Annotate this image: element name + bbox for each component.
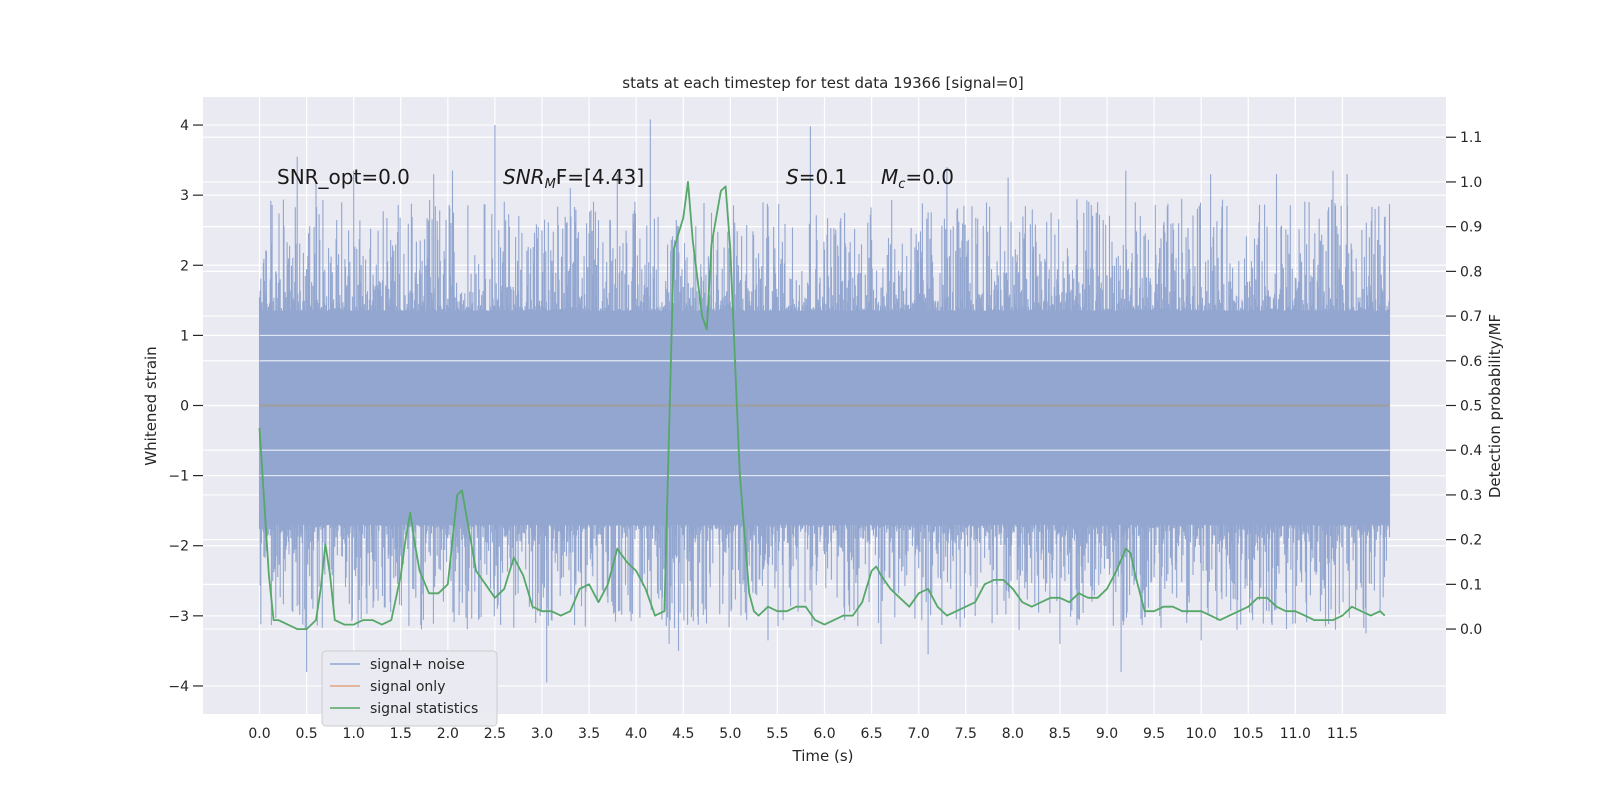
x-tick-label: 1.5 (390, 726, 412, 742)
y-left-tick-label: −4 (168, 679, 189, 695)
y-left-tick-label: 2 (180, 258, 189, 274)
y-right-tick-label: 0.2 (1460, 533, 1482, 549)
legend: signal+ noise signal only signal statist… (321, 650, 498, 727)
annotation-s: S=0.1 (786, 165, 847, 189)
x-tick-label: 8.5 (1049, 726, 1071, 742)
x-tick-label: 0.0 (248, 726, 270, 742)
x-tick-label: 6.5 (860, 726, 882, 742)
y-right-axis-label: Detection probability/MF (1486, 314, 1504, 498)
y-left-tick-label: −3 (168, 609, 189, 625)
x-tick-label: 4.5 (672, 726, 694, 742)
y-right-tick-label: 0.5 (1460, 399, 1482, 415)
annotation-mc: Mc=0.0 (881, 165, 954, 192)
x-axis-ticks: 0.0 0.5 1.0 1.5 2.0 2.5 3.0 3.5 4.0 4.5 5.0 5.5 6.0 6… (248, 726, 1358, 742)
x-tick-label: 6.0 (813, 726, 835, 742)
legend-label-signal-only: signal only (370, 679, 445, 695)
annotation-snr-mf-rest: F=[4.43] (556, 165, 644, 189)
x-tick-label: 5.0 (719, 726, 741, 742)
x-tick-label: 0.5 (295, 726, 317, 742)
y-right-tick-label: 0.3 (1460, 488, 1482, 504)
x-tick-label: 10.5 (1233, 726, 1264, 742)
x-tick-label: 5.5 (766, 726, 788, 742)
annotation-mc-main: M (881, 165, 898, 189)
annotation-snr-opt: SNR_opt=0.0 (277, 165, 410, 189)
x-tick-label: 1.0 (343, 726, 365, 742)
y-left-tick-label: −2 (168, 539, 189, 555)
x-tick-label: 7.5 (955, 726, 977, 742)
x-tick-label: 10.0 (1186, 726, 1217, 742)
annotation-s-rest: =0.1 (799, 165, 848, 189)
x-tick-label: 11.0 (1280, 726, 1311, 742)
legend-label-signal-statistics: signal statistics (370, 701, 478, 717)
y-right-tick-label: 0.1 (1460, 577, 1482, 593)
y-right-tick-label: 0.0 (1460, 622, 1482, 638)
y-right-tick-label: 0.7 (1460, 309, 1482, 325)
legend-label-signal-noise: signal+ noise (370, 657, 465, 673)
signal-noise-series (258, 119, 1391, 683)
legend-box (321, 650, 498, 727)
y-right-tick-label: 0.6 (1460, 354, 1482, 370)
x-tick-label: 7.0 (908, 726, 930, 742)
signal-statistics-line (258, 180, 1386, 630)
y-right-tick-label: 1.0 (1460, 175, 1482, 191)
y-right-tick-label: 0.4 (1460, 443, 1482, 459)
x-tick-label: 9.5 (1143, 726, 1165, 742)
x-tick-label: 3.5 (578, 726, 600, 742)
y-left-tick-label: 3 (180, 188, 189, 204)
signal-statistics-series (258, 180, 1386, 630)
y-left-axis-label: Whitened strain (142, 346, 160, 465)
x-tick-label: 11.5 (1327, 726, 1358, 742)
x-axis-label: Time (s) (792, 747, 854, 765)
annotation-snr-mf-sub: M (545, 177, 556, 192)
y-left-tick-label: 0 (180, 399, 189, 415)
annotations: SNR_opt=0.0 SNRMF=[4.43] S=0.1 Mc=0.0 (277, 165, 954, 192)
y-right-axis-ticks: 1.1 1.0 0.9 0.8 0.7 0.6 0.5 0.4 0.3 0.2 0.1 0.0 (1446, 130, 1482, 638)
y-left-tick-label: −1 (168, 469, 189, 485)
y-right-tick-label: 0.8 (1460, 264, 1482, 280)
x-tick-label: 2.0 (437, 726, 459, 742)
x-tick-label: 3.0 (531, 726, 553, 742)
y-left-tick-label: 1 (180, 328, 189, 344)
chart-title: stats at each timestep for test data 193… (622, 74, 1023, 92)
annotation-mc-sub: c (898, 177, 905, 192)
annotation-snr-mf-main: SNR (503, 165, 545, 189)
y-left-tick-label: 4 (180, 118, 189, 134)
x-tick-label: 9.0 (1096, 726, 1118, 742)
x-tick-label: 2.5 (484, 726, 506, 742)
annotation-s-main: S (786, 165, 799, 189)
y-right-tick-label: 1.1 (1460, 130, 1482, 146)
y-left-axis-ticks: 4 3 2 1 0 −1 −2 −3 −4 (168, 118, 203, 695)
y-right-tick-label: 0.9 (1460, 220, 1482, 236)
annotation-snr-mf: SNRMF=[4.43] (503, 165, 644, 192)
x-tick-label: 8.0 (1002, 726, 1024, 742)
x-tick-label: 4.0 (625, 726, 647, 742)
annotation-mc-rest: =0.0 (905, 165, 954, 189)
